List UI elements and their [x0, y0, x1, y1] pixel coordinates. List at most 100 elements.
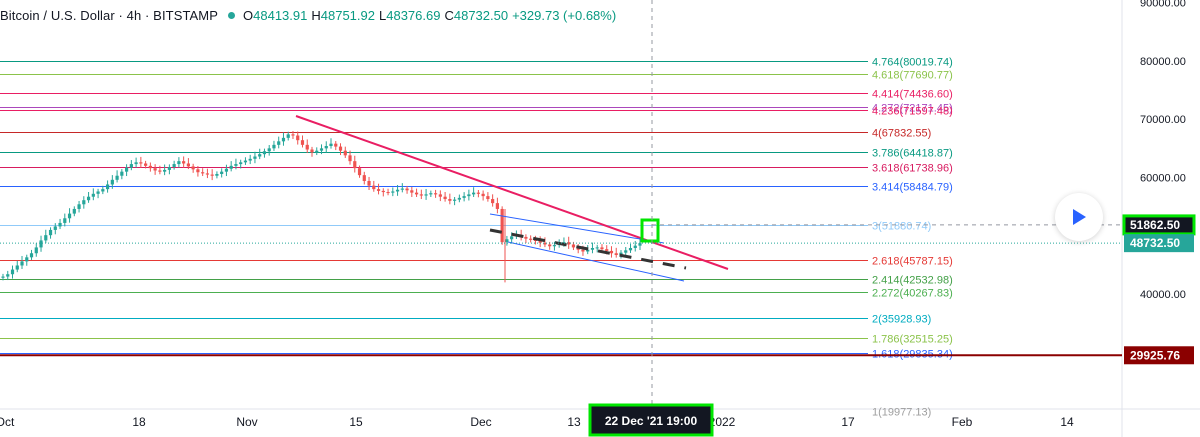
replay-button[interactable]: [1055, 193, 1103, 241]
candle-body: [96, 191, 100, 194]
candle-body: [167, 166, 171, 170]
candle-body: [538, 241, 542, 243]
candle-body: [500, 208, 504, 243]
x-tick-label: 13: [567, 415, 581, 429]
candle-body: [481, 193, 485, 197]
symbol-title[interactable]: Bitcoin / U.S. Dollar · 4h · BITSTAMP: [0, 7, 219, 23]
y-tick-label: 40000.00: [1140, 289, 1186, 301]
candle-body: [191, 166, 195, 170]
candle-body: [448, 199, 452, 201]
candle-body: [548, 244, 552, 247]
candle-body: [619, 252, 623, 255]
candle-body: [215, 173, 219, 176]
candle-body: [39, 240, 43, 248]
candle-body: [91, 193, 95, 197]
candle-body: [67, 213, 72, 219]
candle-body: [543, 242, 547, 245]
candle-body: [129, 164, 133, 168]
candle-body: [224, 168, 229, 172]
candle-body: [267, 148, 271, 152]
fib-label-2-414: 2.414(42532.98): [872, 275, 953, 287]
candle-body: [234, 164, 238, 166]
candle-body: [367, 180, 371, 186]
candle-body: [395, 189, 400, 192]
candle-body: [210, 174, 214, 176]
candle-body: [605, 249, 609, 251]
candle-body: [624, 250, 628, 253]
candle-body: [10, 269, 15, 275]
x-tick-label: 15: [349, 415, 363, 429]
candle-body: [353, 161, 357, 169]
candle-body: [277, 141, 281, 145]
candle-body: [105, 184, 110, 190]
candle-body: [391, 191, 395, 193]
candle-body: [562, 242, 566, 244]
candle-body: [305, 144, 309, 150]
x-tick-label: 18: [132, 415, 146, 429]
candle-body: [101, 189, 105, 192]
x-tick-label: Dec: [470, 415, 491, 429]
close-value: 48732.50: [453, 7, 509, 23]
y-tick-label: 60000.00: [1140, 172, 1186, 184]
fib-label-4: 4(67832.55): [872, 128, 931, 140]
candle-body: [338, 146, 343, 151]
candle-body: [172, 164, 176, 167]
candle-body: [82, 200, 86, 205]
channel-upper: [489, 213, 665, 244]
fib-label-2-272: 2.272(40267.83): [872, 288, 953, 300]
close-key: C: [444, 7, 454, 23]
candle-body: [324, 146, 328, 149]
candle-body: [467, 194, 471, 197]
candle-body: [53, 226, 57, 230]
candle-body: [472, 192, 476, 195]
candle-body: [405, 188, 409, 191]
price-label-box: [1122, 214, 1196, 236]
candle-body: [115, 175, 119, 180]
candle-body: [243, 160, 248, 163]
y-tick-label: 70000.00: [1140, 114, 1186, 126]
candle-body: [590, 247, 595, 250]
fib-label-2: 2(35928.93): [872, 314, 931, 326]
candle-body: [505, 239, 509, 243]
candle-body: [533, 239, 538, 242]
candle-body: [453, 199, 457, 201]
candle-body: [376, 189, 381, 191]
fib-label-3: 3(51880.74): [872, 221, 931, 233]
candle-body: [1, 276, 5, 278]
candle-body: [25, 257, 29, 262]
candle-body: [124, 167, 129, 172]
x-tick-label: Feb: [952, 415, 973, 429]
fib-label-1-786: 1.786(32515.25): [872, 334, 953, 346]
candle-body: [609, 250, 614, 254]
candle-body: [296, 135, 300, 141]
candle-body: [362, 175, 366, 181]
x-tick-label: 2022: [709, 415, 736, 429]
candle-body: [220, 171, 224, 174]
play-icon: [1073, 209, 1086, 225]
candle-body: [281, 137, 286, 142]
price-label-box: [1124, 346, 1194, 365]
candle-body: [462, 196, 466, 198]
fib-label-3-786: 3.786(64418.87): [872, 148, 953, 160]
candle-body: [552, 245, 557, 247]
candle-body: [491, 199, 495, 204]
candle-body: [291, 134, 295, 136]
candle-body: [258, 154, 262, 157]
high-value: 48751.92: [320, 7, 375, 23]
candle-body: [86, 196, 91, 201]
candle-body: [196, 169, 200, 173]
candle-body: [414, 192, 419, 195]
candle-body: [443, 196, 447, 200]
candle-body: [329, 143, 333, 147]
fib-label-4-414: 4.414(74436.60): [872, 89, 953, 101]
candle-body: [400, 188, 404, 190]
candle-body: [372, 185, 376, 190]
x-tick-label: 17: [841, 415, 855, 429]
candle-body: [286, 134, 290, 138]
y-tick-label: 80000.00: [1140, 56, 1186, 68]
fib-label-1: 1(19977.13): [872, 407, 931, 419]
x-tick-label: 14: [1060, 415, 1074, 429]
